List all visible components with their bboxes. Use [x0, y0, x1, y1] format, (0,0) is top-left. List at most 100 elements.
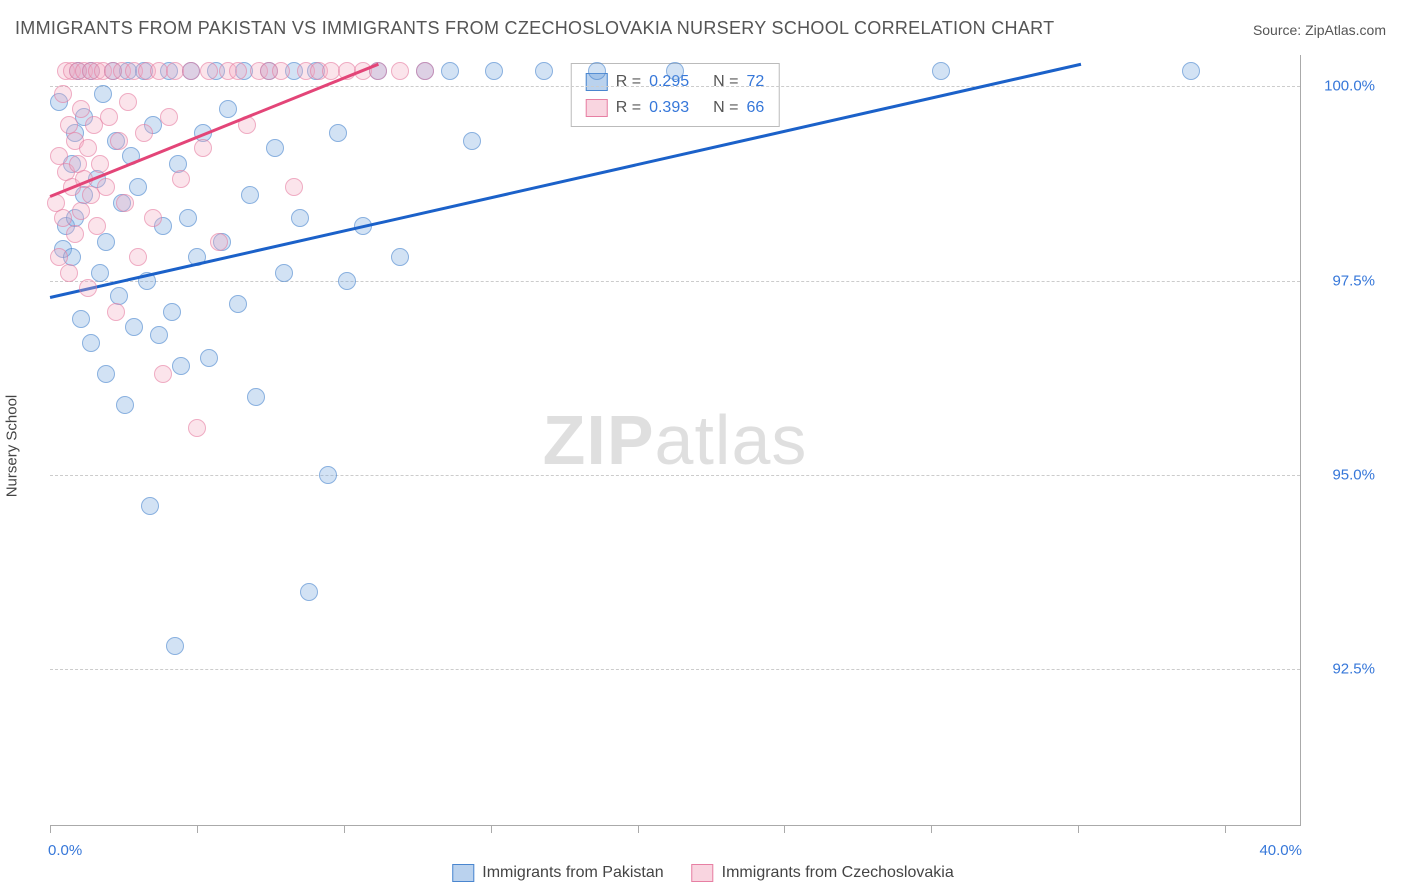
x-tick — [197, 825, 198, 833]
scatter-point — [97, 365, 115, 383]
scatter-point — [116, 194, 134, 212]
scatter-point — [160, 108, 178, 126]
stat-n-label: N = — [713, 69, 738, 95]
y-axis-label: 95.0% — [1332, 467, 1375, 484]
y-axis-label: 100.0% — [1324, 78, 1375, 95]
legend-label: Immigrants from Czechoslovakia — [722, 864, 954, 882]
swatch-icon — [586, 99, 608, 117]
stat-n-label: N = — [713, 95, 738, 121]
gridline — [50, 475, 1300, 476]
swatch-icon — [452, 864, 474, 882]
scatter-point — [932, 62, 950, 80]
scatter-point — [275, 264, 293, 282]
scatter-point — [144, 209, 162, 227]
bottom-legend: Immigrants from Pakistan Immigrants from… — [452, 864, 953, 882]
x-tick — [638, 825, 639, 833]
gridline — [50, 281, 1300, 282]
scatter-point — [154, 365, 172, 383]
legend-label: Immigrants from Pakistan — [482, 864, 663, 882]
scatter-point — [194, 139, 212, 157]
scatter-point — [463, 132, 481, 150]
y-axis-title: Nursery School — [4, 395, 21, 498]
swatch-icon — [692, 864, 714, 882]
scatter-point — [135, 124, 153, 142]
x-tick — [344, 825, 345, 833]
scatter-point — [94, 85, 112, 103]
scatter-point — [329, 124, 347, 142]
x-tick — [491, 825, 492, 833]
stat-r-value: 0.393 — [649, 95, 689, 121]
scatter-point — [229, 295, 247, 313]
x-axis-max-label: 40.0% — [1259, 842, 1302, 859]
y-axis-label: 97.5% — [1332, 272, 1375, 289]
scatter-point — [338, 272, 356, 290]
chart-container: IMMIGRANTS FROM PAKISTAN VS IMMIGRANTS F… — [0, 0, 1406, 892]
scatter-point — [391, 248, 409, 266]
scatter-point — [485, 62, 503, 80]
watermark: ZIPatlas — [543, 400, 808, 480]
stat-n-value: 72 — [746, 69, 764, 95]
scatter-point — [116, 396, 134, 414]
x-tick — [784, 825, 785, 833]
legend-item-czechoslovakia: Immigrants from Czechoslovakia — [692, 864, 954, 882]
scatter-point — [247, 388, 265, 406]
scatter-point — [441, 62, 459, 80]
scatter-point — [172, 170, 190, 188]
scatter-point — [588, 62, 606, 80]
watermark-bold: ZIP — [543, 401, 655, 479]
scatter-point — [272, 62, 290, 80]
scatter-point — [79, 139, 97, 157]
y-axis-label: 92.5% — [1332, 661, 1375, 678]
scatter-point — [79, 279, 97, 297]
scatter-point — [141, 497, 159, 515]
scatter-point — [285, 178, 303, 196]
scatter-point — [1182, 62, 1200, 80]
scatter-point — [125, 318, 143, 336]
scatter-point — [229, 62, 247, 80]
scatter-point — [266, 139, 284, 157]
scatter-point — [391, 62, 409, 80]
scatter-point — [188, 419, 206, 437]
scatter-point — [119, 93, 137, 111]
stat-n-value: 66 — [746, 95, 764, 121]
scatter-point — [110, 132, 128, 150]
stat-r-label: R = — [616, 95, 641, 121]
scatter-point — [129, 178, 147, 196]
gridline — [50, 86, 1300, 87]
scatter-point — [210, 233, 228, 251]
stat-r-label: R = — [616, 69, 641, 95]
gridline — [50, 669, 1300, 670]
legend-item-pakistan: Immigrants from Pakistan — [452, 864, 663, 882]
x-tick — [1078, 825, 1079, 833]
scatter-point — [88, 217, 106, 235]
scatter-point — [166, 637, 184, 655]
scatter-point — [54, 209, 72, 227]
scatter-point — [291, 209, 309, 227]
watermark-light: atlas — [655, 401, 808, 479]
chart-title: IMMIGRANTS FROM PAKISTAN VS IMMIGRANTS F… — [15, 18, 1054, 39]
scatter-point — [319, 466, 337, 484]
scatter-point — [163, 303, 181, 321]
source-label: Source: ZipAtlas.com — [1253, 22, 1386, 38]
scatter-point — [416, 62, 434, 80]
scatter-point — [100, 108, 118, 126]
x-tick — [931, 825, 932, 833]
scatter-point — [91, 264, 109, 282]
scatter-point — [82, 334, 100, 352]
scatter-point — [91, 155, 109, 173]
scatter-point — [182, 62, 200, 80]
x-tick — [50, 825, 51, 833]
scatter-point — [666, 62, 684, 80]
regression-line — [50, 63, 1082, 299]
scatter-point — [107, 303, 125, 321]
scatter-point — [150, 326, 168, 344]
scatter-point — [179, 209, 197, 227]
plot-area: ZIPatlas R = 0.295 N = 72 R = 0.393 N = … — [50, 55, 1301, 826]
stats-row-czechoslovakia: R = 0.393 N = 66 — [586, 95, 765, 121]
scatter-point — [72, 202, 90, 220]
scatter-point — [66, 225, 84, 243]
scatter-point — [72, 310, 90, 328]
scatter-point — [60, 264, 78, 282]
scatter-point — [300, 583, 318, 601]
scatter-point — [200, 349, 218, 367]
